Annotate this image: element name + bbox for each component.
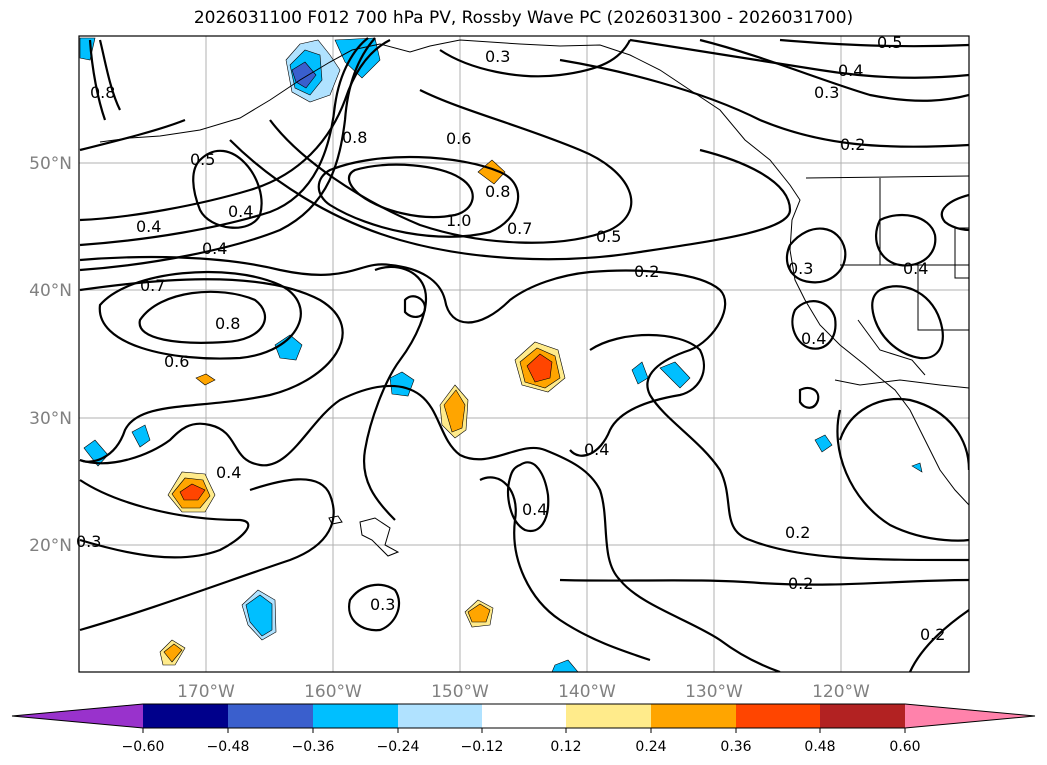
colorbar-tick-label: −0.12 [461, 739, 504, 755]
colorbar-segment [228, 704, 313, 728]
colorbar-tick-label: −0.60 [122, 739, 165, 755]
contour-label: 0.3 [76, 532, 101, 551]
colorbar-tick-label: 0.60 [889, 739, 920, 755]
colorbar: −0.60 −0.48 −0.36 −0.24 −0.12 0.12 0.24 … [11, 703, 1036, 755]
contour-label: 0.3 [370, 595, 395, 614]
colorbar-tick-label: 0.48 [804, 739, 835, 755]
contour-labels: 0.5 0.4 0.3 0.2 0.3 0.8 0.6 0.5 0.4 0.4 … [76, 33, 945, 644]
colorbar-segment [736, 704, 820, 728]
colorbar-tick-label: −0.24 [377, 739, 420, 755]
contour-label: 0.3 [814, 83, 839, 102]
lon-label: 140°W [558, 682, 616, 702]
lon-label: 170°W [177, 682, 235, 702]
colorbar-segment [313, 704, 398, 728]
lon-label: 160°W [304, 682, 362, 702]
contour-label: 0.5 [190, 150, 215, 169]
colorbar-tick-label: −0.48 [207, 739, 250, 755]
colorbar-segment [566, 704, 651, 728]
contour-label: 0.4 [522, 500, 547, 519]
colorbar-tick-label: 0.36 [720, 739, 751, 755]
contour-label: 0.3 [788, 259, 813, 278]
lat-label: 50°N [29, 154, 72, 174]
contour-label: 0.7 [140, 276, 165, 295]
colorbar-segment [651, 704, 736, 728]
lon-label: 120°W [812, 682, 870, 702]
contour-label: 0.2 [920, 625, 945, 644]
contour-label: 0.3 [485, 47, 510, 66]
lat-label: 30°N [29, 409, 72, 429]
contour-label: 0.6 [164, 352, 189, 371]
contour-label: 0.8 [215, 314, 240, 333]
map-title: 2026031100 F012 700 hPa PV, Rossby Wave … [193, 8, 854, 28]
contour-label: 0.2 [785, 523, 810, 542]
contour-label: 0.2 [788, 574, 813, 593]
contour-label: 0.4 [202, 239, 227, 258]
colorbar-extend-high [905, 704, 1035, 728]
contour-label: 0.4 [136, 217, 161, 236]
lat-label: 40°N [29, 281, 72, 301]
contour-label: 0.4 [838, 61, 863, 80]
colorbar-segment [143, 704, 228, 728]
anomaly-fills [79, 37, 923, 672]
contour-label: 0.8 [485, 182, 510, 201]
contour-label: 0.4 [228, 202, 253, 221]
contour-label: 0.4 [903, 259, 928, 278]
contour-label: 0.2 [634, 262, 659, 281]
contour-label: 0.4 [216, 463, 241, 482]
lon-label: 130°W [685, 682, 743, 702]
colorbar-segment [482, 704, 566, 728]
lat-label: 20°N [29, 536, 72, 556]
contour-label: 1.0 [446, 211, 471, 230]
colorbar-extend-low [12, 704, 143, 728]
lon-label: 150°W [431, 682, 489, 702]
contour-label: 0.4 [584, 440, 609, 459]
contour-label: 0.5 [877, 33, 902, 52]
contour-label: 0.6 [446, 129, 471, 148]
contour-label: 0.8 [342, 128, 367, 147]
colorbar-tick-label: 0.24 [635, 739, 666, 755]
colorbar-segment [820, 704, 905, 728]
pv-contours [79, 37, 969, 672]
colorbar-tick-label: −0.36 [292, 739, 335, 755]
contour-label: 0.2 [840, 135, 865, 154]
contour-label: 0.7 [507, 219, 532, 238]
contour-label: 0.5 [596, 227, 621, 246]
contour-label: 0.8 [90, 83, 115, 102]
map-frame [78, 35, 970, 673]
contour-label: 0.4 [801, 329, 826, 348]
colorbar-segment [398, 704, 482, 728]
colorbar-tick-label: 0.12 [550, 739, 581, 755]
